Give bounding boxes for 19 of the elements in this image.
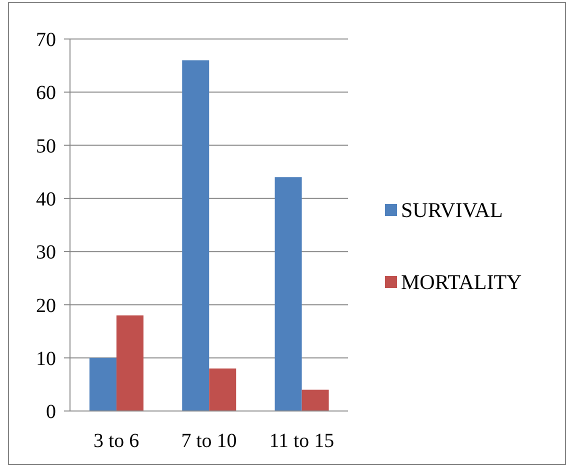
bar (182, 60, 210, 411)
x-tick-label: 11 to 15 (269, 430, 334, 452)
legend-label: SURVIVAL (401, 198, 503, 222)
bar (209, 368, 236, 411)
y-tick-label: 10 (36, 348, 56, 370)
bar (302, 390, 329, 411)
bar (116, 315, 144, 411)
y-tick-label: 0 (46, 401, 56, 424)
y-tick-label: 70 (36, 29, 56, 52)
y-tick-label: 50 (36, 135, 56, 158)
y-tick-label: 40 (36, 188, 56, 211)
y-tick-label: 30 (36, 242, 56, 264)
x-tick-label: 3 to 6 (94, 430, 140, 452)
y-tick-label: 60 (36, 82, 56, 104)
y-tick-label: 20 (36, 294, 56, 317)
bar (89, 358, 116, 411)
legend-label: MORTALITY (401, 270, 522, 294)
x-tick-label: 7 to 10 (181, 430, 237, 452)
bar (274, 177, 302, 411)
